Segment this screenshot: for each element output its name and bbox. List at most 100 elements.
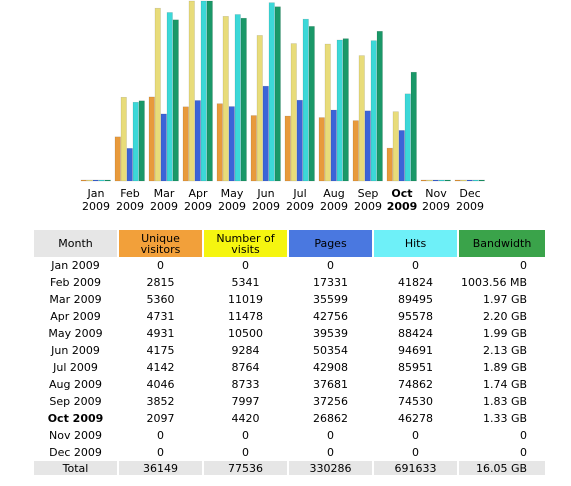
cell-unique: 3852 xyxy=(119,393,204,410)
bar-bandwidth-feb-2009 xyxy=(138,100,145,182)
bar-visits-apr-2009 xyxy=(188,0,195,182)
cell-pages: 37681 xyxy=(289,376,374,393)
table-row: Nov 2009 0 0 0 0 0 xyxy=(34,427,548,444)
cell-visits: 8764 xyxy=(204,359,289,376)
table-row: Sep 2009 3852 7997 37256 74530 1.83 GB xyxy=(34,393,548,410)
cell-unique: 0 xyxy=(119,444,204,461)
cell-month: Aug 2009 xyxy=(34,376,119,393)
x-tick-label: 2009 xyxy=(286,200,314,213)
cell-hits: 88424 xyxy=(374,325,459,342)
total-pages: 330286 xyxy=(289,461,374,475)
bar-visits-jul-2009 xyxy=(290,43,297,182)
table-row: Jan 2009 0 0 0 0 0 xyxy=(34,257,548,274)
cell-month: May 2009 xyxy=(34,325,119,342)
cell-bandwidth: 1.99 GB xyxy=(459,325,548,342)
table-row: Dec 2009 0 0 0 0 0 xyxy=(34,444,548,461)
bar-visits-dec-2009 xyxy=(460,179,467,182)
bar-unique-may-2009 xyxy=(216,103,223,182)
cell-pages: 37256 xyxy=(289,393,374,410)
bar-visits-jun-2009 xyxy=(256,35,263,182)
cell-hits: 46278 xyxy=(374,410,459,427)
cell-pages: 17331 xyxy=(289,274,374,291)
x-tick-label: 2009 xyxy=(456,200,484,213)
cell-month: Oct 2009 xyxy=(34,410,119,427)
cell-pages: 35599 xyxy=(289,291,374,308)
cell-unique: 4175 xyxy=(119,342,204,359)
cell-hits: 85951 xyxy=(374,359,459,376)
bar-hits-apr-2009 xyxy=(200,0,207,182)
bar-visits-feb-2009 xyxy=(120,96,127,182)
bar-bandwidth-jun-2009 xyxy=(274,6,281,182)
x-tick-label: Sep xyxy=(358,187,379,200)
cell-unique: 2815 xyxy=(119,274,204,291)
cell-month: Jun 2009 xyxy=(34,342,119,359)
cell-bandwidth: 1.97 GB xyxy=(459,291,548,308)
bar-pages-jun-2009 xyxy=(262,85,269,182)
table-row: May 2009 4931 10500 39539 88424 1.99 GB xyxy=(34,325,548,342)
monthly-history-table: Month Unique visitors Number of visits P… xyxy=(34,230,548,475)
table-row: Feb 2009 2815 5341 17331 41824 1003.56 MB xyxy=(34,274,548,291)
bar-pages-nov-2009 xyxy=(432,179,439,182)
x-tick-label: Oct xyxy=(391,187,412,200)
x-tick-label: Jul xyxy=(292,187,306,200)
bar-unique-apr-2009 xyxy=(182,106,189,182)
bar-bandwidth-oct-2009 xyxy=(410,71,417,182)
bar-hits-feb-2009 xyxy=(132,101,139,182)
cell-month: Jul 2009 xyxy=(34,359,119,376)
x-tick-label: 2009 xyxy=(218,200,246,213)
bar-unique-sep-2009 xyxy=(352,120,359,182)
cell-bandwidth: 0 xyxy=(459,427,548,444)
cell-hits: 0 xyxy=(374,257,459,274)
cell-pages: 42756 xyxy=(289,308,374,325)
cell-unique: 4046 xyxy=(119,376,204,393)
cell-month: Sep 2009 xyxy=(34,393,119,410)
total-row: Total 36149 77536 330286 691633 16.05 GB xyxy=(34,461,548,475)
cell-unique: 5360 xyxy=(119,291,204,308)
cell-hits: 89495 xyxy=(374,291,459,308)
bar-bandwidth-may-2009 xyxy=(240,17,247,182)
bar-pages-feb-2009 xyxy=(126,148,133,182)
cell-hits: 95578 xyxy=(374,308,459,325)
bar-hits-jan-2009 xyxy=(98,179,105,182)
cell-bandwidth: 1003.56 MB xyxy=(459,274,548,291)
cell-pages: 0 xyxy=(289,257,374,274)
table-header-row: Month Unique visitors Number of visits P… xyxy=(34,230,548,257)
cell-pages: 26862 xyxy=(289,410,374,427)
total-unique: 36149 xyxy=(119,461,204,475)
cell-hits: 0 xyxy=(374,444,459,461)
cell-month: Mar 2009 xyxy=(34,291,119,308)
bar-pages-mar-2009 xyxy=(160,113,167,182)
x-tick-label: Aug xyxy=(323,187,344,200)
cell-visits: 7997 xyxy=(204,393,289,410)
header-bandwidth: Bandwidth xyxy=(459,230,548,257)
x-tick-label: Nov xyxy=(425,187,447,200)
bar-unique-jun-2009 xyxy=(250,115,257,182)
bar-unique-jan-2009 xyxy=(80,179,87,182)
cell-bandwidth: 0 xyxy=(459,444,548,461)
bar-hits-sep-2009 xyxy=(370,40,377,182)
header-number-of-visits: Number of visits xyxy=(204,230,289,257)
cell-visits: 0 xyxy=(204,257,289,274)
bar-pages-jul-2009 xyxy=(296,99,303,182)
cell-pages: 50354 xyxy=(289,342,374,359)
cell-bandwidth: 2.20 GB xyxy=(459,308,548,325)
bar-bandwidth-jul-2009 xyxy=(308,26,315,182)
cell-pages: 39539 xyxy=(289,325,374,342)
bar-unique-aug-2009 xyxy=(318,117,325,182)
x-tick-label: 2009 xyxy=(320,200,348,213)
x-tick-label: May xyxy=(221,187,244,200)
cell-pages: 0 xyxy=(289,444,374,461)
cell-visits: 11478 xyxy=(204,308,289,325)
x-tick-label: Dec xyxy=(459,187,480,200)
bar-unique-feb-2009 xyxy=(114,136,121,182)
cell-month: Apr 2009 xyxy=(34,308,119,325)
table-row: Mar 2009 5360 11019 35599 89495 1.97 GB xyxy=(34,291,548,308)
cell-bandwidth: 1.33 GB xyxy=(459,410,548,427)
x-tick-label: Jun xyxy=(256,187,274,200)
cell-pages: 0 xyxy=(289,427,374,444)
cell-bandwidth: 2.13 GB xyxy=(459,342,548,359)
table-row: Aug 2009 4046 8733 37681 74862 1.74 GB xyxy=(34,376,548,393)
cell-unique: 0 xyxy=(119,427,204,444)
cell-month: Feb 2009 xyxy=(34,274,119,291)
x-tick-label: Mar xyxy=(154,187,175,200)
